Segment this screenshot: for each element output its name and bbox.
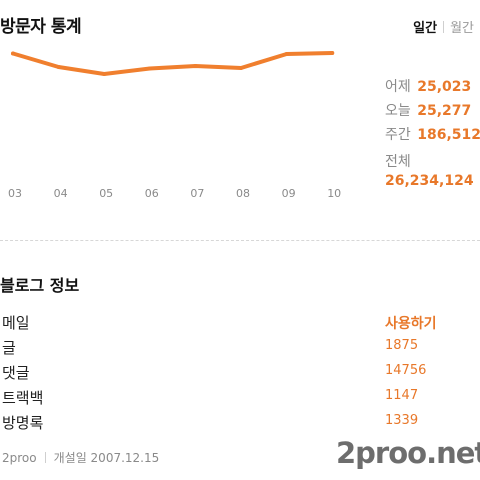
period-tabs: 일간 월간 <box>413 17 474 36</box>
info-row-posts: 글 1875 <box>0 337 480 362</box>
site-watermark: 2proo.net <box>336 436 480 470</box>
x-tick-label: 04 <box>54 187 68 200</box>
info-row-guestbook: 방명록 1339 <box>0 412 480 437</box>
stat-value: 25,277 <box>417 103 472 119</box>
data-point <box>11 51 15 56</box>
info-value: 1875 <box>385 338 419 353</box>
data-point <box>239 66 243 70</box>
visitor-stats: 어제 25,023 오늘 25,277 주간 186,512 전체 26,234… <box>385 76 480 189</box>
stat-label: 어제 <box>385 79 411 95</box>
info-row-trackbacks: 트랙백 1147 <box>0 387 480 412</box>
data-point <box>330 51 335 55</box>
info-row-comments: 댓글 14756 <box>0 362 480 387</box>
x-tick-label: 07 <box>190 187 204 200</box>
tab-monthly[interactable]: 월간 <box>450 21 474 36</box>
stat-total: 전체 26,234,124 <box>385 151 480 189</box>
section-divider <box>0 240 480 241</box>
stat-yesterday: 어제 25,023 <box>385 76 480 100</box>
info-value: 1147 <box>385 388 419 403</box>
visitor-chart: 03 04 05 06 07 08 09 10 <box>8 51 341 200</box>
stat-value: 25,023 <box>417 79 472 95</box>
visitor-series-line <box>11 51 335 76</box>
x-tick-label: 03 <box>8 187 22 200</box>
data-point <box>56 65 61 69</box>
stat-value: 26,234,124 <box>385 173 474 189</box>
blog-info-title: 블로그 정보 <box>0 276 80 295</box>
x-tick-label: 09 <box>282 187 296 200</box>
footer-divider <box>44 452 46 463</box>
blog-footer: 2proo 개설일 2007.12.15 <box>2 449 159 466</box>
tab-divider <box>443 20 445 33</box>
info-value: 14756 <box>385 363 427 378</box>
data-point <box>284 52 289 56</box>
x-tick-label: 10 <box>327 187 341 200</box>
blog-owner[interactable]: 2proo <box>2 450 37 465</box>
data-point <box>193 64 198 68</box>
x-tick-label: 06 <box>145 187 159 200</box>
stat-today: 오늘 25,277 <box>385 100 480 124</box>
info-value: 1339 <box>385 413 419 428</box>
stat-label: 오늘 <box>385 103 411 119</box>
page-title: 방문자 통계 <box>0 17 82 37</box>
x-tick-label: 05 <box>99 187 113 200</box>
blog-opened-date: 개설일 2007.12.15 <box>53 451 160 465</box>
x-tick-label: 08 <box>236 187 250 200</box>
info-label: 글 <box>2 339 16 357</box>
info-label: 댓글 <box>2 364 30 382</box>
info-label: 방명록 <box>2 414 44 432</box>
stat-label: 전체 <box>385 154 411 170</box>
tab-daily[interactable]: 일간 <box>413 21 438 36</box>
stat-value: 186,512 <box>417 127 480 143</box>
stat-weekly: 주간 186,512 <box>385 124 480 148</box>
data-point <box>147 66 152 71</box>
info-label: 메일 <box>2 314 30 332</box>
data-point <box>102 72 107 76</box>
info-row-mail: 메일 사용하기 <box>0 312 480 337</box>
blog-info-list: 메일 사용하기 글 1875 댓글 14756 트랙백 1147 방명록 133… <box>0 312 480 437</box>
info-label: 트랙백 <box>2 389 44 407</box>
stat-label: 주간 <box>385 127 411 143</box>
mail-use-link[interactable]: 사용하기 <box>385 316 437 332</box>
